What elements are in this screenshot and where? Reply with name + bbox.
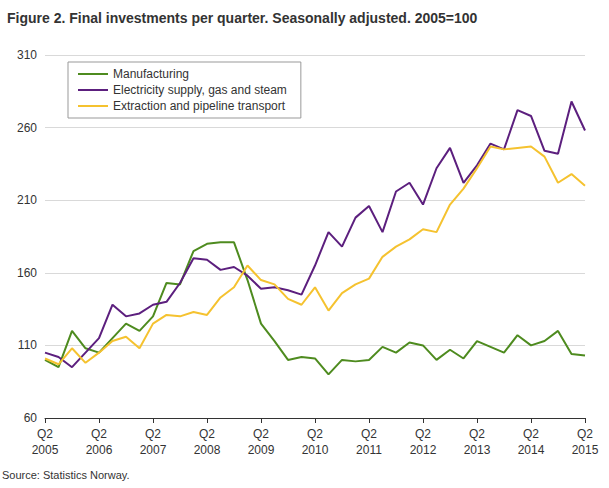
svg-text:Q2: Q2 bbox=[307, 427, 323, 441]
svg-text:260: 260 bbox=[17, 121, 37, 135]
svg-text:160: 160 bbox=[17, 266, 37, 280]
svg-text:Q2: Q2 bbox=[37, 427, 53, 441]
svg-text:2005: 2005 bbox=[32, 443, 59, 457]
svg-text:2014: 2014 bbox=[518, 443, 545, 457]
svg-text:2008: 2008 bbox=[194, 443, 221, 457]
svg-text:2013: 2013 bbox=[464, 443, 491, 457]
svg-text:Figure 2. Final investments pe: Figure 2. Final investments per quarter.… bbox=[7, 10, 478, 26]
svg-text:2011: 2011 bbox=[356, 443, 382, 457]
svg-text:2015: 2015 bbox=[572, 443, 599, 457]
svg-text:Q2: Q2 bbox=[199, 427, 215, 441]
svg-text:Q2: Q2 bbox=[91, 427, 107, 441]
svg-text:Q2: Q2 bbox=[523, 427, 539, 441]
svg-text:110: 110 bbox=[18, 338, 37, 352]
svg-text:Q2: Q2 bbox=[469, 427, 485, 441]
svg-text:Q2: Q2 bbox=[253, 427, 269, 441]
svg-text:Manufacturing: Manufacturing bbox=[113, 67, 189, 81]
svg-text:Source: Statistics Norway.: Source: Statistics Norway. bbox=[2, 469, 130, 481]
svg-text:2006: 2006 bbox=[86, 443, 113, 457]
svg-text:60: 60 bbox=[24, 411, 38, 425]
svg-text:2009: 2009 bbox=[248, 443, 275, 457]
svg-text:2007: 2007 bbox=[140, 443, 167, 457]
svg-text:310: 310 bbox=[17, 48, 37, 62]
svg-text:2012: 2012 bbox=[410, 443, 437, 457]
svg-text:Q2: Q2 bbox=[577, 427, 593, 441]
svg-text:Q2: Q2 bbox=[361, 427, 377, 441]
svg-text:Q2: Q2 bbox=[415, 427, 431, 441]
svg-text:210: 210 bbox=[17, 193, 37, 207]
svg-text:Electricity supply, gas and st: Electricity supply, gas and steam bbox=[113, 83, 287, 97]
svg-text:Q2: Q2 bbox=[145, 427, 161, 441]
svg-text:2010: 2010 bbox=[302, 443, 329, 457]
svg-text:Extraction and pipeline transp: Extraction and pipeline transport bbox=[113, 99, 286, 113]
